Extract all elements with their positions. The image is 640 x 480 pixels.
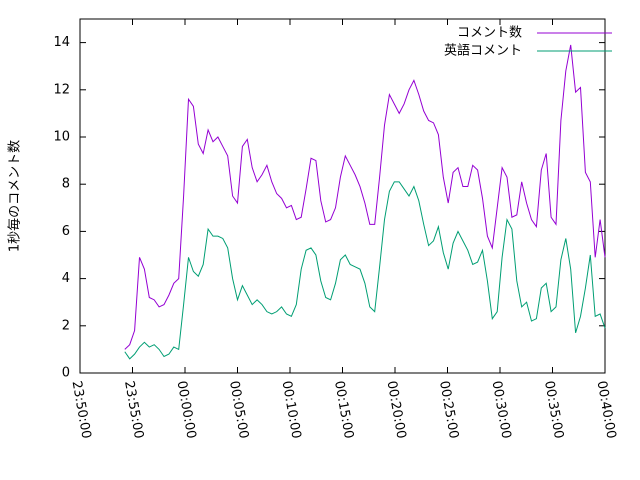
legend-label: コメント数	[457, 26, 522, 41]
data-line	[124, 181, 606, 360]
y-tick-label: 8	[62, 177, 70, 192]
y-tick-label: 4	[62, 271, 70, 286]
y-tick-label: 2	[62, 318, 70, 333]
y-tick-label: 0	[62, 366, 70, 381]
y-axis-label: 1秒毎のコメント数	[7, 140, 23, 252]
y-tick-label: 12	[53, 82, 70, 97]
data-line	[124, 44, 606, 350]
y-tick-label: 6	[62, 224, 70, 239]
legend-label: 英語コメント	[444, 43, 522, 59]
y-tick-label: 14	[53, 35, 70, 50]
y-tick-label: 10	[53, 130, 70, 145]
